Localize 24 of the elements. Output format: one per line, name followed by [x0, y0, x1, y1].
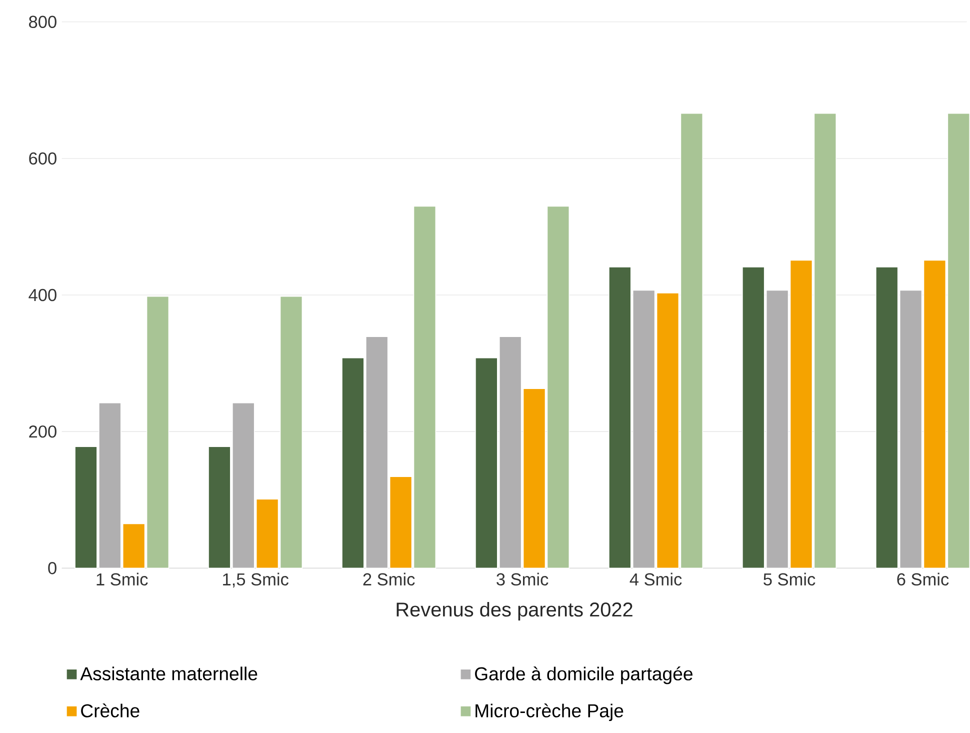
- x-tick-label: 1,5 Smic: [223, 573, 288, 588]
- bar: [280, 296, 303, 569]
- legend-label: Crèche: [81, 704, 140, 718]
- x-tick-label: 5 Smic: [764, 573, 816, 586]
- y-tick-label: 200: [29, 426, 56, 438]
- bar: [814, 113, 837, 569]
- y-tick-label: 800: [29, 16, 56, 28]
- bar: [146, 296, 170, 569]
- x-tick-label: 2 Smic: [363, 573, 415, 586]
- y-tick-label: 0: [48, 562, 56, 574]
- x-tick-label: 3 Smic: [496, 573, 548, 586]
- bar: [947, 113, 970, 569]
- x-tick-label: 6 Smic: [897, 573, 949, 586]
- legend-label: Assistante maternelle: [80, 666, 258, 681]
- y-tick-label: 400: [28, 289, 56, 302]
- x-tick-label: 1 Smic: [96, 573, 148, 586]
- x-axis-title: Revenus des parents 2022: [396, 602, 632, 621]
- legend-label: Micro-crèche Paje: [476, 704, 624, 722]
- y-tick-label: 600: [29, 152, 56, 165]
- bar: [546, 206, 570, 569]
- x-tick-label: 4 Smic: [630, 573, 682, 586]
- legend-label: Garde à domicile partagée: [475, 666, 692, 684]
- bar: [680, 113, 704, 569]
- bar: [413, 206, 436, 569]
